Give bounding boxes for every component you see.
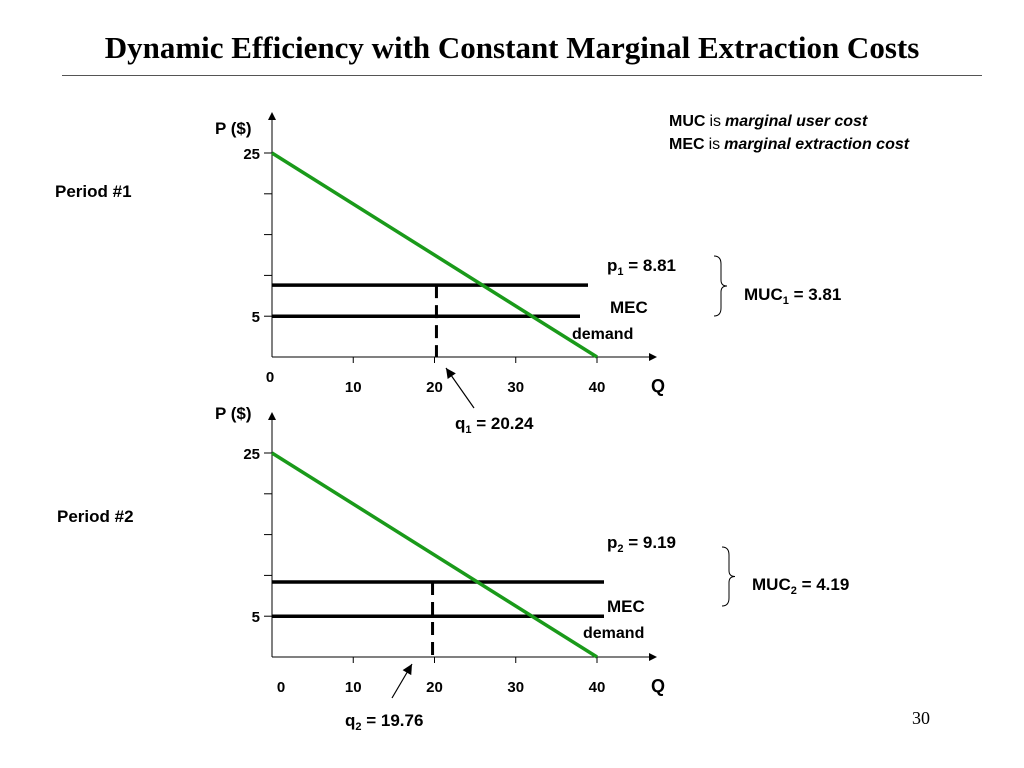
note-muc: MUC is marginal user cost bbox=[669, 113, 868, 130]
x-tick-label: 20 bbox=[426, 679, 443, 696]
muc-brace bbox=[713, 255, 728, 317]
slide-number: 30 bbox=[912, 708, 930, 728]
title-divider bbox=[62, 75, 982, 76]
muc-label: MUC1 = 3.81 bbox=[744, 285, 841, 307]
quantity-label: q2 = 19.76 bbox=[345, 711, 423, 733]
panel-label: Period #1 bbox=[55, 182, 132, 201]
y-axis-arrow bbox=[268, 412, 276, 420]
quantity-arrowhead bbox=[402, 664, 412, 676]
y-axis-arrow bbox=[268, 112, 276, 120]
x-tick-label: 0 bbox=[277, 679, 285, 696]
price-label: p2 = 9.19 bbox=[607, 533, 676, 555]
chart-period-1: Period #1 P ($) Q 5 25 0 10 20 30 40 p1 = 8.81 MEC d… bbox=[55, 112, 841, 436]
quantity-arrowhead bbox=[446, 368, 456, 380]
x-tick-label: 10 bbox=[345, 379, 362, 396]
slide-title: Dynamic Efficiency with Constant Margina… bbox=[104, 30, 920, 65]
mec-label: MEC bbox=[607, 597, 645, 616]
x-tick-label: 30 bbox=[507, 379, 524, 396]
x-axis-arrow bbox=[649, 653, 657, 661]
y-tick-label: 5 bbox=[252, 309, 260, 326]
demand-line bbox=[271, 151, 598, 359]
note-mec: MEC is marginal extraction cost bbox=[669, 136, 910, 153]
price-label: p1 = 8.81 bbox=[607, 256, 676, 278]
quantity-label: q1 = 20.24 bbox=[455, 414, 534, 436]
muc-label: MUC2 = 4.19 bbox=[752, 575, 849, 597]
muc-brace bbox=[721, 546, 736, 607]
x-tick-label: 10 bbox=[345, 679, 362, 696]
x-tick-label: 40 bbox=[589, 679, 606, 696]
x-tick-label: 40 bbox=[589, 379, 606, 396]
x-axis-label: Q bbox=[651, 676, 665, 696]
panel-label: Period #2 bbox=[57, 507, 134, 526]
y-tick-label: 25 bbox=[243, 146, 260, 163]
x-tick-label: 20 bbox=[426, 379, 443, 396]
y-tick-label: 5 bbox=[252, 609, 260, 626]
y-axis-label: P ($) bbox=[215, 404, 252, 423]
chart-period-2: Period #2 P ($) Q 5 25 0 10 20 30 40 p2 = 9.19 MEC d… bbox=[57, 404, 849, 733]
x-tick-label: 0 bbox=[266, 369, 274, 386]
x-tick-label: 30 bbox=[507, 679, 524, 696]
demand-label: demand bbox=[572, 326, 633, 343]
x-axis-label: Q bbox=[651, 376, 665, 396]
y-tick-label: 25 bbox=[243, 446, 260, 463]
demand-label: demand bbox=[583, 625, 644, 642]
y-axis-label: P ($) bbox=[215, 119, 252, 138]
x-axis-arrow bbox=[649, 353, 657, 361]
demand-line bbox=[271, 451, 598, 659]
mec-label: MEC bbox=[610, 298, 648, 317]
